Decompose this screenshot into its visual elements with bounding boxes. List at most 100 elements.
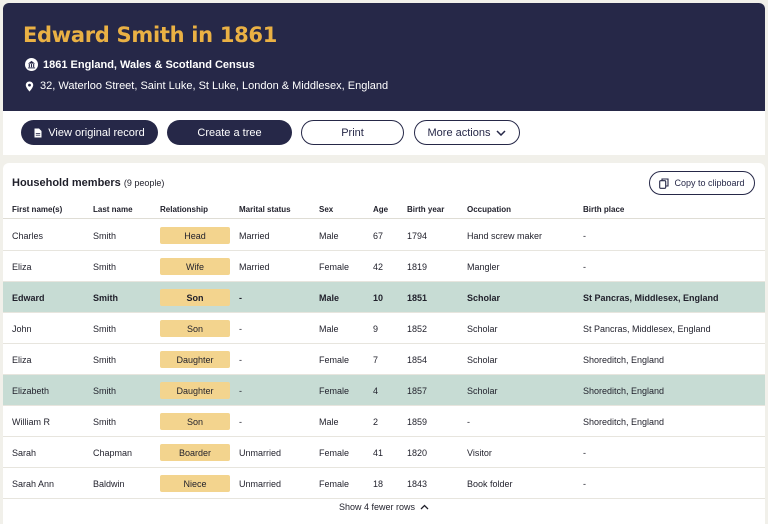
birth-year-cell: 1854 [407,355,428,365]
birth-year-cell: 1794 [407,231,428,241]
copy-to-clipboard-button[interactable]: Copy to clipboard [649,171,755,195]
occupation-cell: Visitor [467,448,492,458]
address-label: 32, Waterloo Street, Saint Luke, St Luke… [40,80,389,92]
table-row[interactable]: Sarah Chapman Boarder Unmarried Female 4… [3,437,765,468]
relationship-badge: Daughter [160,351,230,368]
last-name-cell: Smith [93,417,117,427]
occupation-cell: Scholar [467,355,498,365]
occupation-cell: Scholar [467,293,501,303]
table-row[interactable]: Eliza Smith Wife Married Female 42 1819 … [3,251,765,282]
last-name-cell: Smith [93,293,119,303]
age-cell: 2 [373,417,379,427]
first-name-cell: William R [12,417,50,427]
age-cell: 7 [373,355,379,365]
last-name-cell: Chapman [93,448,133,458]
birth-year-cell: 1843 [407,479,428,489]
table-row[interactable]: John Smith Son - Male 9 1852 Scholar St … [3,313,765,344]
first-name-cell: John [12,324,32,334]
birth-year-cell: 1851 [407,293,428,303]
print-label: Print [341,126,364,139]
marital-status-cell: Unmarried [239,448,282,458]
action-bar: View original record Create a tree Print… [3,111,765,155]
occupation-cell: Scholar [467,386,498,396]
census-label: 1861 England, Wales & Scotland Census [43,58,255,71]
household-panel: Household members (9 people) Copy to cli… [3,163,765,524]
table-row[interactable]: Charles Smith Head Married Male 67 1794 … [3,220,765,251]
show-fewer-rows-button[interactable]: Show 4 fewer rows [3,502,765,512]
first-name-cell: Sarah [12,448,37,458]
create-tree-button[interactable]: Create a tree [167,120,292,145]
marital-status-cell: - [239,417,242,427]
more-actions-label: More actions [427,126,491,139]
column-header: Marital status [239,205,291,214]
first-name-cell: Eliza [12,262,32,272]
create-tree-label: Create a tree [197,126,262,139]
last-name-cell: Baldwin [93,479,125,489]
age-cell: 10 [373,293,384,303]
column-header: Birth year [407,205,445,214]
age-cell: 18 [373,479,384,489]
sex-cell: Female [319,386,350,396]
table-header: First name(s) Last name Relationship Mar… [3,199,765,219]
birth-year-cell: 1820 [407,448,428,458]
sex-cell: Male [319,324,339,334]
print-button[interactable]: Print [301,120,404,145]
record-header: Edward Smith in 1861 1861 England, Wales… [3,3,765,111]
relationship-badge: Son [160,320,230,337]
page-title: Edward Smith in 1861 [23,23,278,47]
last-name-cell: Smith [93,324,117,334]
sex-cell: Male [319,231,339,241]
last-name-cell: Smith [93,386,117,396]
first-name-cell: Edward [12,293,45,303]
occupation-cell: Hand screw maker [467,231,543,241]
household-title: Household members (9 people) [12,177,164,189]
age-cell: 41 [373,448,384,458]
marital-status-cell: - [239,324,242,334]
table-row[interactable]: Sarah Ann Baldwin Niece Unmarried Female… [3,468,765,499]
copy-to-clipboard-label: Copy to clipboard [674,178,745,188]
relationship-badge: Head [160,227,230,244]
birth-place-cell: Shoreditch, England [583,417,665,427]
birth-year-cell: 1819 [407,262,428,272]
age-cell: 4 [373,386,379,396]
census-collection: 1861 England, Wales & Scotland Census [25,58,255,71]
occupation-cell: Mangler [467,262,500,272]
birth-place-cell: - [583,262,586,272]
birth-place-cell: St Pancras, Middlesex, England [583,293,719,303]
birth-place-cell: - [583,448,586,458]
chevron-down-icon [496,129,507,136]
birth-place-cell: Shoreditch, England [583,386,665,396]
marital-status-cell: Married [239,262,270,272]
location-pin-icon [25,81,34,92]
view-original-record-label: View original record [48,126,145,139]
column-header: Birth place [583,205,625,214]
relationship-badge: Boarder [160,444,230,461]
birth-place-cell: - [583,479,586,489]
birth-year-cell: 1852 [407,324,428,334]
view-original-record-button[interactable]: View original record [21,120,158,145]
table-row[interactable]: William R Smith Son - Male 2 1859 - Shor… [3,406,765,437]
table-row[interactable]: Eliza Smith Daughter - Female 7 1854 Sch… [3,344,765,375]
marital-status-cell: - [239,355,242,365]
column-header: First name(s) [12,205,63,214]
relationship-badge: Wife [160,258,230,275]
more-actions-button[interactable]: More actions [414,120,520,145]
table-row-selected[interactable]: Edward Smith Son - Male 10 1851 Scholar … [3,282,765,313]
record-address: 32, Waterloo Street, Saint Luke, St Luke… [25,80,388,92]
age-cell: 9 [373,324,379,334]
occupation-cell: Book folder [467,479,513,489]
household-count: (9 people) [123,178,165,188]
relationship-badge: Son [160,413,230,430]
marital-status-cell: Unmarried [239,479,282,489]
last-name-cell: Smith [93,231,117,241]
age-cell: 67 [373,231,384,241]
sex-cell: Female [319,355,350,365]
clipboard-icon [659,177,670,189]
first-name-cell: Elizabeth [12,386,50,396]
sex-cell: Female [319,479,350,489]
age-cell: 42 [373,262,384,272]
column-header: Age [373,205,389,214]
show-fewer-rows-label: Show 4 fewer rows [338,502,416,512]
table-row-hovered[interactable]: Elizabeth Smith Daughter - Female 4 1857… [3,375,765,406]
birth-year-cell: 1857 [407,386,428,396]
